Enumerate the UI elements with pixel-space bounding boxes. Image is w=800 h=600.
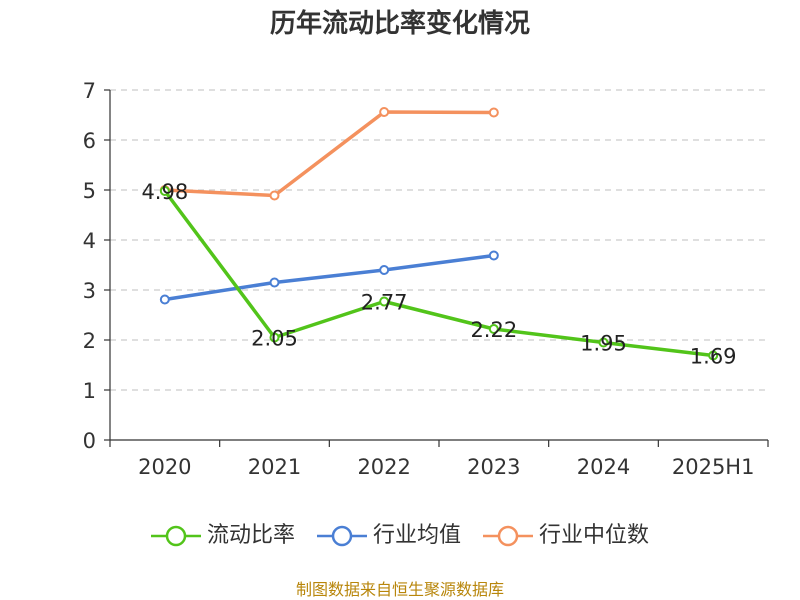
x-tick-label: 2024 (577, 455, 630, 479)
legend-label-industry-mean: 行业均值 (372, 523, 461, 548)
y-tick-label: 5 (83, 179, 96, 203)
data-point (598, 337, 609, 348)
data-point (488, 324, 499, 334)
x-tick-label: 2023 (467, 455, 520, 479)
data-point (488, 107, 499, 118)
data-label: 4.98 (141, 180, 188, 204)
legend-marker-current-ratio (150, 525, 201, 547)
data-point (269, 277, 280, 288)
data-point (488, 250, 499, 261)
y-tick-label: 1 (83, 379, 96, 403)
y-tick-label: 3 (83, 279, 96, 303)
legend-item-current-ratio[interactable]: 流动比率 (150, 518, 295, 554)
series-line (163, 253, 496, 302)
chart-plot: 0 1 2 3 4 5 6 7 2020 2021 2022 2023 2024 2025H1 4.98 2.… (83, 79, 769, 479)
y-tick-label: 0 (83, 429, 96, 453)
series-line (163, 110, 496, 198)
legend-label-current-ratio: 流动比率 (206, 523, 295, 548)
source-note: 制图数据来自恒生聚源数据库 (295, 580, 504, 599)
data-point (379, 265, 390, 275)
chart-title: 历年流动比率变化情况 (269, 9, 530, 39)
legend-marker-industry-mean (316, 525, 367, 547)
x-tick-label: 2025H1 (672, 455, 755, 479)
legend-marker-industry-median (483, 525, 533, 547)
data-label: 1.95 (580, 332, 627, 356)
data-point (379, 296, 390, 307)
y-tick-label: 2 (83, 329, 96, 353)
series-line (163, 189, 715, 358)
data-point (269, 332, 280, 343)
y-tick-label: 6 (83, 129, 96, 153)
data-label: 2.05 (251, 327, 298, 351)
legend-label-industry-median: 行业中位数 (539, 523, 650, 548)
data-point (159, 186, 170, 196)
y-tick-label: 4 (83, 229, 96, 253)
legend: 流动比率 行业均值 行业中位数 (0, 518, 800, 554)
data-point (269, 190, 280, 201)
x-tick-label: 2021 (248, 455, 301, 479)
data-label: 2.77 (361, 291, 408, 315)
data-label: 2.22 (470, 318, 517, 342)
data-point (379, 107, 390, 117)
legend-item-industry-mean[interactable]: 行业均值 (316, 518, 461, 554)
x-tick-label: 2022 (357, 455, 410, 479)
y-tick-label: 7 (83, 79, 96, 103)
x-tick-label: 2020 (138, 455, 191, 479)
data-label: 1.69 (690, 345, 737, 369)
legend-item-industry-median[interactable]: 行业中位数 (483, 518, 649, 554)
data-point (708, 350, 719, 361)
data-point (159, 294, 170, 305)
